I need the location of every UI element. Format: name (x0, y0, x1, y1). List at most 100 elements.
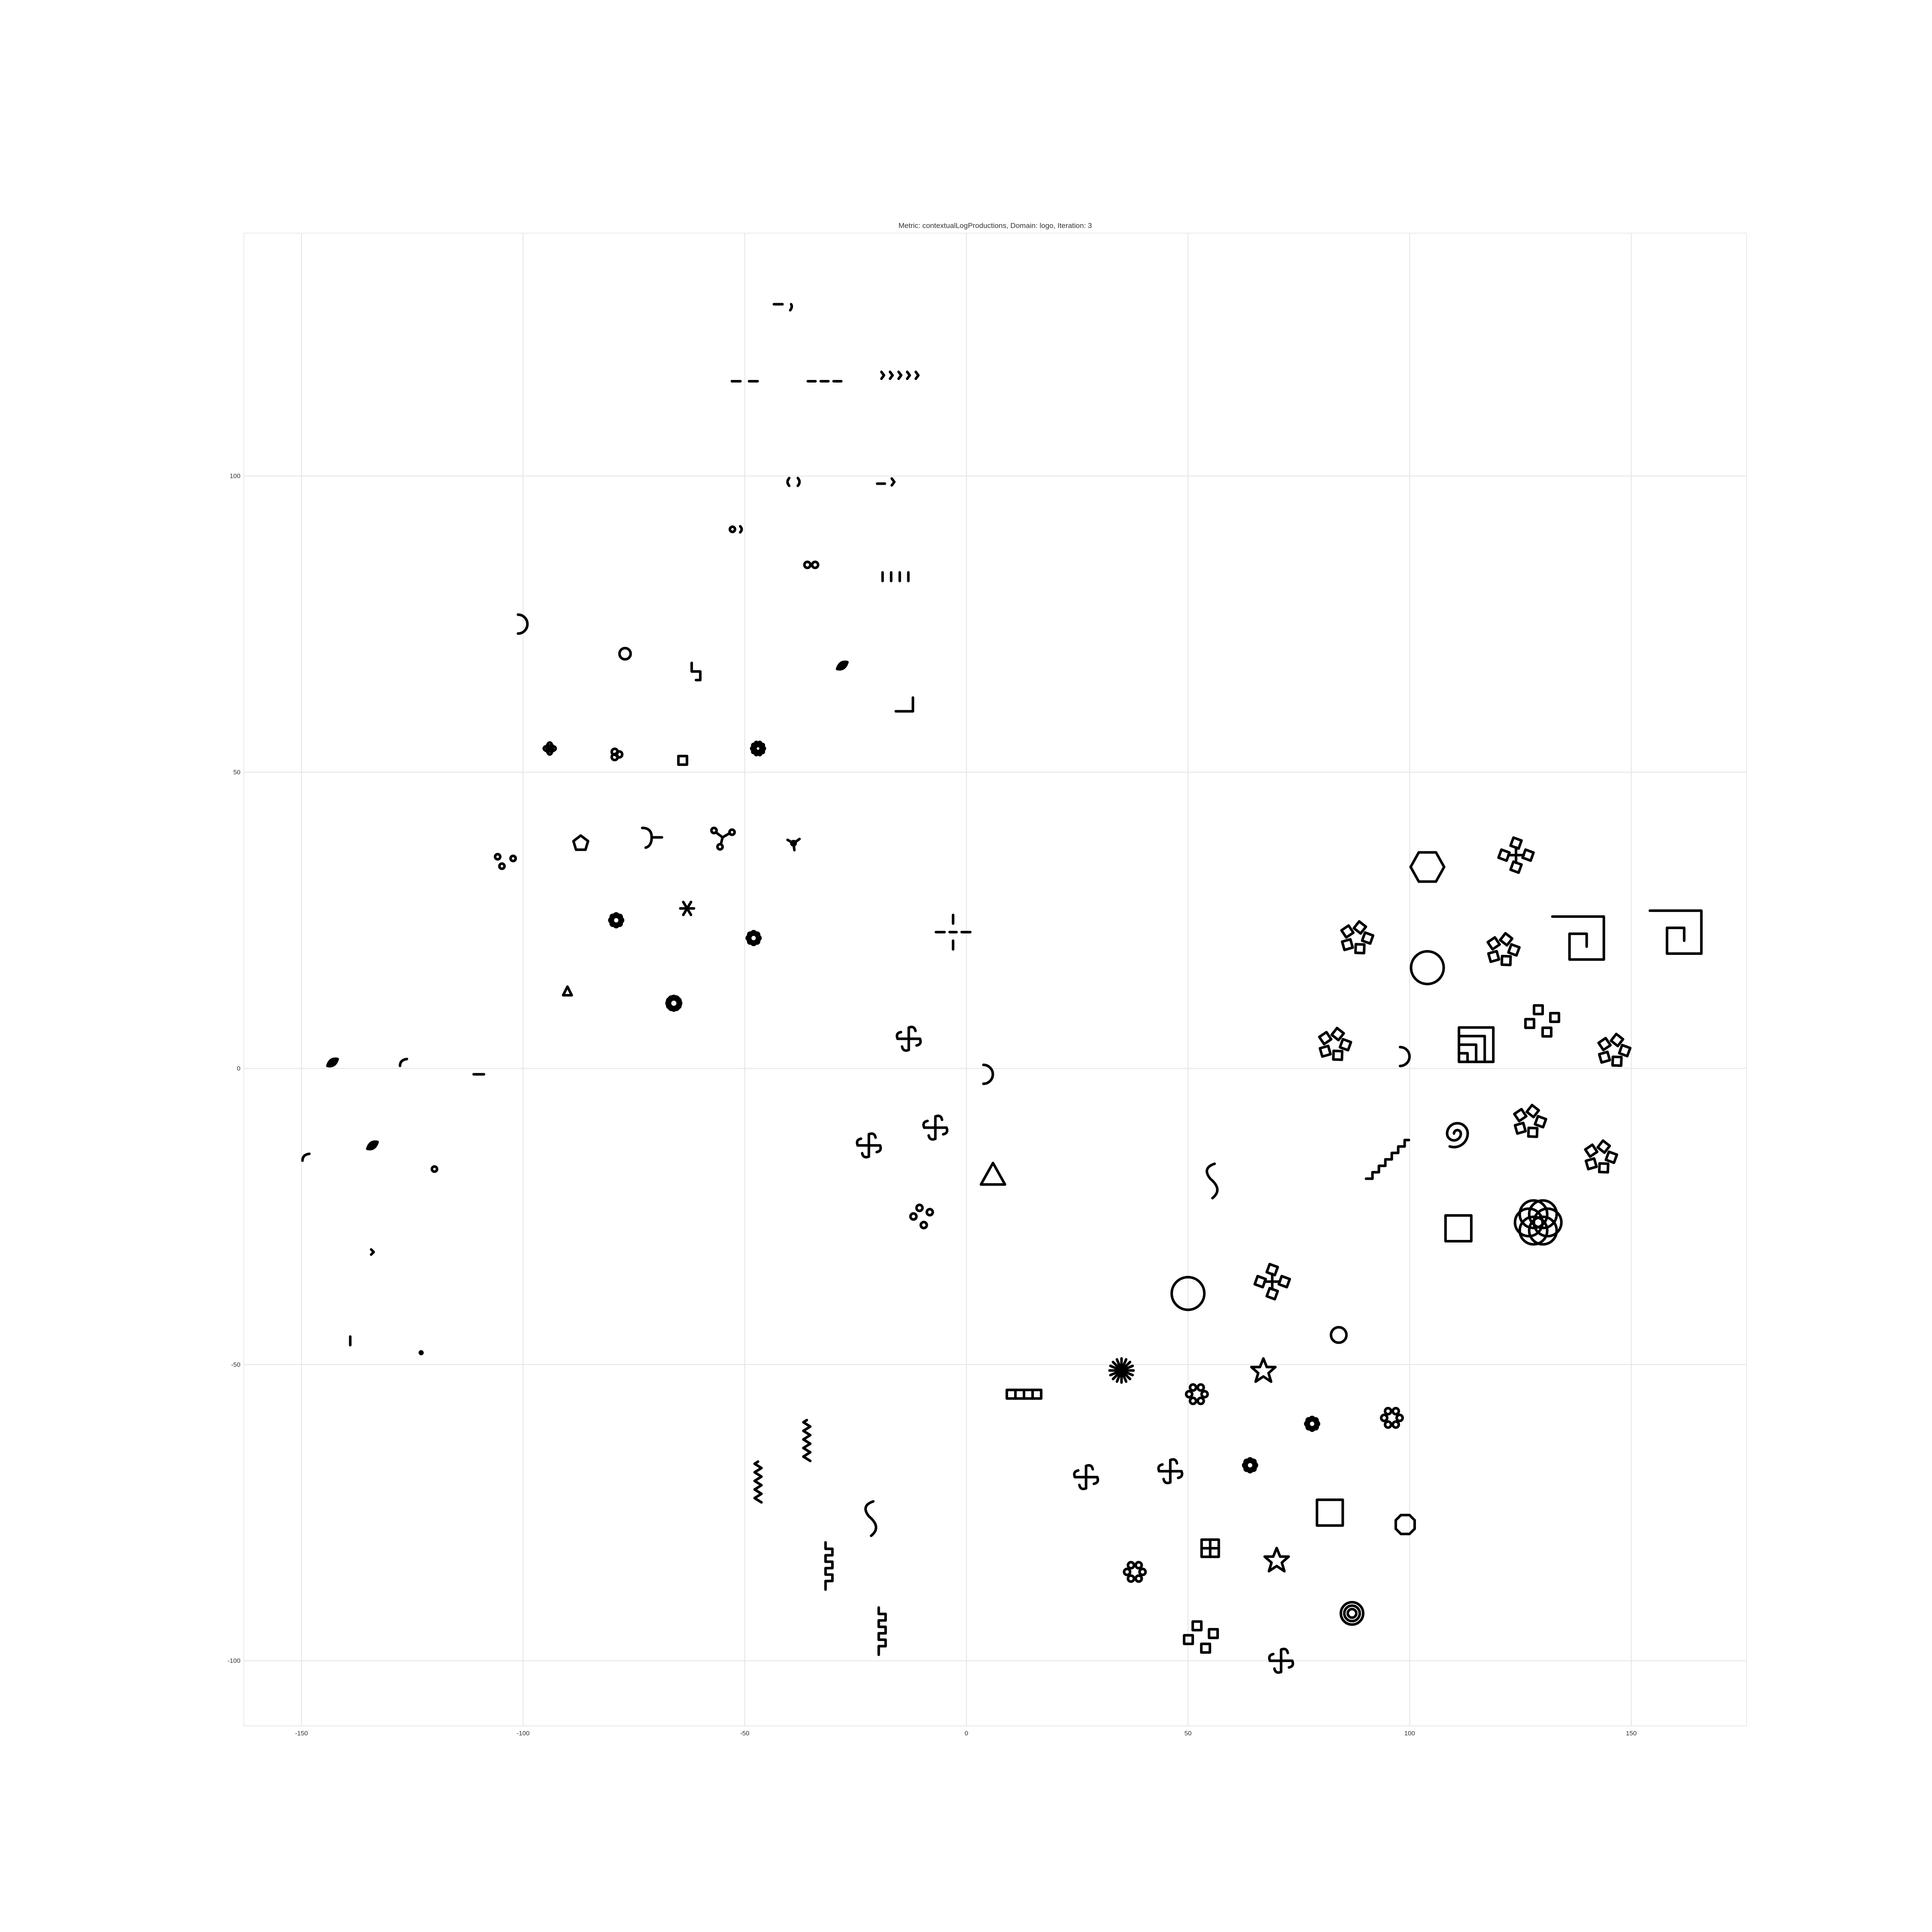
x-tick-label: 150 (1626, 1730, 1637, 1737)
staircase-icon (1364, 1139, 1410, 1180)
dot-icon (430, 1165, 438, 1173)
ring-of-circles-icon (1123, 1561, 1147, 1583)
rosette-icon (1242, 1457, 1258, 1473)
point-icon (418, 1350, 424, 1355)
half-circle-icon (982, 1063, 994, 1085)
square-cross-icon (1497, 836, 1535, 874)
zigzag-icon (753, 1460, 763, 1504)
curl-icon (641, 826, 663, 849)
square-cross-icon (1253, 1263, 1291, 1300)
clover-icon (610, 747, 624, 762)
spiral-icon (1446, 1122, 1469, 1148)
s-curve-icon (864, 1500, 878, 1537)
paren-pair-icon (786, 477, 801, 487)
y-tick-label: 0 (237, 1065, 240, 1072)
circle-icon (1170, 1276, 1206, 1311)
square-wave-icon (824, 1541, 834, 1591)
half-circle-icon (516, 613, 529, 635)
x-tick-label: 0 (965, 1730, 968, 1737)
star-flower-icon (750, 741, 766, 756)
y-tick-label: -100 (228, 1657, 240, 1665)
rosette-icon (608, 912, 625, 929)
dash-chevron-icon (876, 477, 896, 487)
half-circle-icon (1399, 1045, 1411, 1067)
circle-icon (1410, 950, 1445, 985)
star-icon (1263, 1546, 1290, 1573)
small-circle-icon (1330, 1326, 1348, 1344)
s-curve-icon (1206, 1162, 1219, 1200)
octagon-icon (1394, 1513, 1416, 1535)
dot-paren-icon (729, 525, 743, 534)
x-tick-label: -50 (740, 1730, 750, 1737)
broken-cross-icon (934, 914, 972, 951)
three-dots-icon (494, 853, 517, 870)
arc-icon (398, 1057, 408, 1067)
double-ring-icon (803, 560, 820, 569)
square-spiral-icon (1551, 915, 1605, 961)
chart-title: Metric: contextualLogProductions, Domain… (899, 222, 1092, 230)
x-tick-label: -150 (295, 1730, 308, 1737)
ring-of-circles-icon (1380, 1406, 1404, 1429)
rosette-icon (1304, 1416, 1321, 1432)
pinwheel-icon (1268, 1647, 1294, 1674)
cross-flower-icon (542, 741, 557, 756)
rosette-icon (745, 930, 762, 946)
four-dots-icon (909, 1203, 934, 1230)
step-icon (690, 662, 702, 682)
corner-icon (894, 696, 914, 713)
circle-rosette-icon (1513, 1199, 1563, 1246)
grid (244, 233, 1747, 1726)
chevron-icon (370, 1248, 375, 1256)
pinwheel-icon (1073, 1464, 1100, 1490)
star-icon (1250, 1357, 1277, 1383)
chain-squares-icon (1005, 1388, 1043, 1400)
x-tick-label: -100 (516, 1730, 529, 1737)
plot-frame (243, 233, 1747, 1726)
window-icon (1200, 1538, 1220, 1558)
small-square-icon (677, 754, 689, 766)
square-icon (1315, 1498, 1344, 1527)
square-spiral-icon (1648, 909, 1703, 955)
ring-of-circles-icon (1185, 1383, 1209, 1405)
y-tick-label: 100 (230, 473, 240, 480)
square-wave-icon (877, 1606, 887, 1656)
square-dots-icon (1524, 1004, 1561, 1038)
square-flower-icon (1318, 1027, 1352, 1061)
hexagon-icon (1409, 851, 1446, 883)
tick-labels: -150 -100 -50 0 50 100 150 -100 -50 0 50 100 (228, 473, 1637, 1737)
square-dots-icon (1183, 1620, 1219, 1654)
square-flower-icon (1513, 1103, 1547, 1138)
chevrons-icon (880, 371, 920, 380)
nested-squares-icon (1458, 1026, 1495, 1063)
pinwheel-icon (1157, 1458, 1184, 1485)
square-flower-icon (1486, 932, 1521, 966)
y-tick-label: 50 (233, 769, 240, 776)
triskelion-icon (786, 838, 801, 852)
pinwheel-icon (922, 1114, 949, 1141)
data-points (301, 303, 1703, 1674)
x-tick-label: 100 (1404, 1730, 1415, 1737)
spiral-flower-icon (665, 994, 683, 1012)
asterisk-icon (679, 900, 696, 916)
triangle-icon (979, 1161, 1006, 1186)
nested-circles-icon (1340, 1601, 1365, 1626)
pinwheel-icon (896, 1026, 922, 1052)
sunburst-icon (1108, 1357, 1135, 1384)
zigzag-icon (802, 1419, 812, 1462)
square-icon (1444, 1214, 1473, 1242)
pinwheel-icon (856, 1132, 882, 1159)
triple-loop-icon (710, 826, 736, 851)
leaf-icon (835, 660, 849, 671)
x-tick-label: 50 (1185, 1730, 1192, 1737)
leaf-icon (366, 1140, 379, 1151)
vertical-bars-icon (881, 571, 910, 583)
square-flower-icon (1340, 920, 1375, 954)
square-flower-icon (1584, 1139, 1619, 1174)
small-triangle-icon (562, 985, 573, 997)
pentagon-icon (572, 834, 589, 851)
square-flower-icon (1597, 1033, 1632, 1067)
ring-icon (618, 647, 632, 661)
y-tick-label: -50 (231, 1361, 240, 1368)
arc-icon (301, 1152, 311, 1162)
